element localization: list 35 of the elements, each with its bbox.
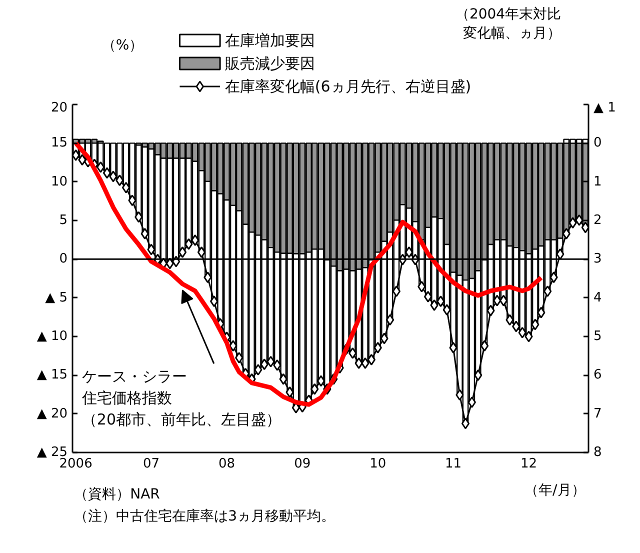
legend-label: 販売減少要因 [224, 54, 315, 72]
y2-tick-label: 3 [594, 252, 602, 267]
y2-tick-label: 1 [594, 174, 602, 190]
y2-tick-label: 2 [594, 213, 602, 228]
y2-axis-title: （2004年末対比変化幅、ヵ月） [455, 6, 562, 42]
annotation: ケース・シラー住宅価格指数（20都市、前年比、左目盛） [80, 367, 282, 429]
y2-tick-label: 7 [594, 406, 602, 422]
y2-tick-label: 0 [594, 136, 602, 151]
y2-tick-label: 8 [594, 445, 602, 460]
y2-tick-label: 6 [594, 368, 602, 383]
y-tick-label: ▲ 5 [45, 290, 68, 306]
y-tick-label: 15 [50, 136, 68, 151]
x-tick-label: 2006 [59, 456, 92, 472]
y-tick-label: 10 [50, 174, 68, 190]
y-tick-label: ▲ 10 [36, 329, 68, 344]
x-tick-label: 12 [520, 456, 538, 472]
legend-label: 在庫増加要因 [224, 32, 315, 50]
y2-tick-label: 4 [594, 290, 602, 306]
legend-label: 在庫率変化幅(6ヵ月先行、右逆目盛) [224, 78, 472, 96]
x-axis-title: （年/月） [524, 482, 586, 498]
x-tick-label: 09 [294, 456, 311, 472]
x-tick-label: 10 [370, 456, 386, 472]
y-tick-label: 20 [50, 100, 68, 116]
y2-tick-label: ▲ 1 [594, 100, 616, 116]
x-tick-label: 08 [218, 456, 235, 472]
y-tick-label: 5 [59, 213, 68, 228]
y-axis-title: （%） [102, 38, 144, 54]
y-tick-label: 0 [59, 252, 68, 267]
y2-tick-label: 5 [594, 329, 602, 344]
y-tick-label: ▲ 15 [36, 368, 68, 383]
x-tick-label: 11 [445, 456, 462, 472]
text: （注）中古住宅在庫率は3ヵ月移動平均。 [74, 508, 336, 524]
y-tick-label: ▲ 20 [36, 406, 68, 422]
text: （資料）NAR [74, 486, 160, 502]
x-tick-label: 07 [142, 456, 160, 472]
